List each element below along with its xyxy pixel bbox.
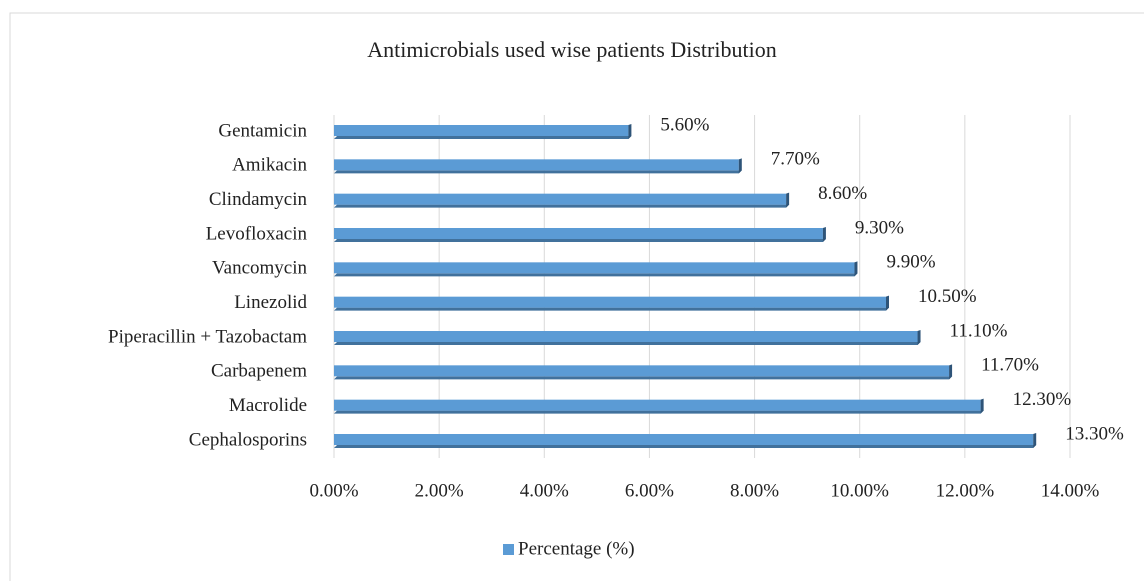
bar-bottom — [334, 204, 790, 208]
data-label: 9.90% — [886, 252, 935, 273]
y-tick-label: Carbapenem — [211, 361, 307, 382]
bar-side — [1033, 433, 1037, 448]
bar-bottom — [334, 170, 742, 174]
y-tick-label: Macrolide — [229, 395, 307, 416]
bar-side — [738, 158, 742, 174]
y-tick-label: Clindamycin — [209, 189, 308, 210]
y-tick-label: Amikacin — [232, 155, 307, 176]
data-label: 5.60% — [660, 114, 709, 135]
bar-side — [949, 364, 953, 380]
bar — [334, 296, 886, 308]
x-tick-label: 4.00% — [520, 480, 569, 501]
bar — [334, 125, 629, 136]
data-label: 10.50% — [918, 286, 977, 307]
bar — [334, 159, 739, 171]
data-label: 9.30% — [855, 217, 904, 238]
bar-side — [854, 261, 858, 277]
y-tick-label: Cephalosporins — [189, 429, 307, 450]
bar-side — [786, 192, 790, 208]
y-tick-label: Levofloxacin — [206, 223, 308, 244]
bar — [334, 262, 855, 274]
x-tick-label: 14.00% — [1041, 480, 1100, 501]
bar-side — [917, 330, 921, 345]
data-label: 7.70% — [771, 149, 820, 170]
bar-side — [628, 124, 632, 139]
bar-side — [822, 227, 826, 242]
bar-side — [886, 295, 889, 311]
y-tick-label: Piperacillin + Tazobactam — [108, 326, 307, 347]
y-tick-label: Linezolid — [234, 292, 307, 313]
data-label: 8.60% — [818, 183, 867, 204]
x-tick-label: 2.00% — [415, 480, 464, 501]
data-label: 12.30% — [1013, 389, 1072, 410]
x-tick-label: 10.00% — [830, 480, 889, 501]
y-tick-label: Vancomycin — [212, 258, 307, 279]
bar — [334, 399, 981, 411]
bar-bottom — [334, 410, 984, 414]
chart-title: Antimicrobials used wise patients Distri… — [367, 37, 776, 62]
data-label: 13.30% — [1065, 423, 1124, 444]
x-tick-label: 0.00% — [309, 480, 358, 501]
bar — [334, 228, 823, 239]
bar-bottom — [334, 239, 826, 242]
bar — [334, 434, 1034, 445]
bar-bottom — [334, 376, 953, 380]
data-label: 11.10% — [950, 320, 1008, 341]
y-tick-label: Gentamicin — [218, 120, 307, 141]
bar — [334, 193, 787, 205]
legend-swatch — [503, 544, 514, 555]
bar-bottom — [334, 445, 1037, 448]
bar-bottom — [334, 136, 632, 139]
bar — [334, 331, 918, 342]
legend-label: Percentage (%) — [518, 538, 635, 559]
x-tick-label: 8.00% — [730, 480, 779, 501]
bar-bottom — [334, 342, 921, 345]
bar-bottom — [334, 273, 858, 277]
x-tick-label: 12.00% — [936, 480, 995, 501]
data-label: 11.70% — [981, 355, 1039, 376]
x-tick-label: 6.00% — [625, 480, 674, 501]
bar — [334, 365, 950, 377]
bar-bottom — [334, 307, 889, 311]
bar-side — [980, 398, 984, 414]
